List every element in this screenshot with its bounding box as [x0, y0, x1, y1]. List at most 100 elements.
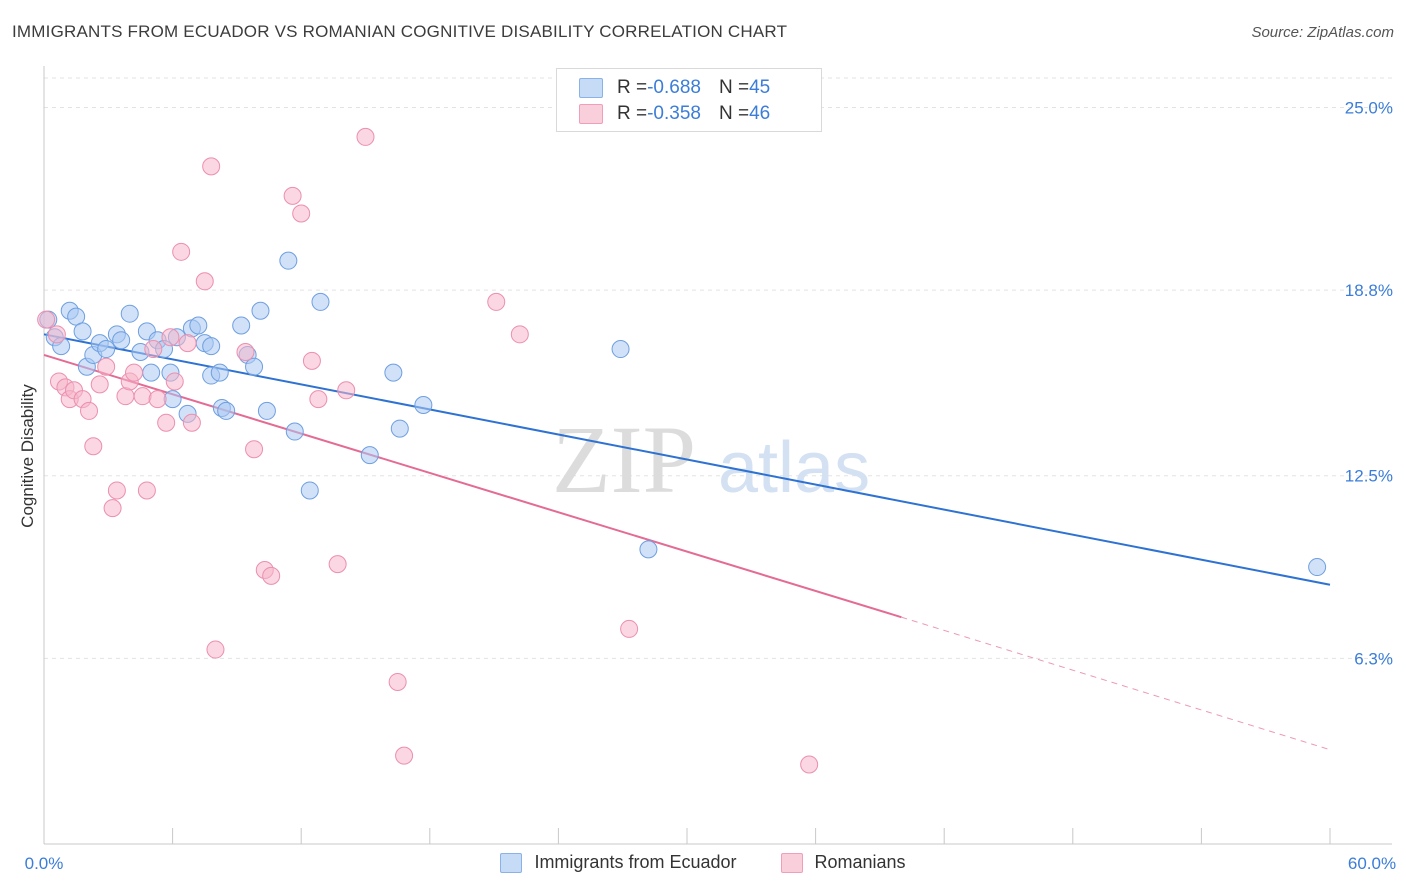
legend-row-ecuador: R = -0.688 N = 45: [579, 75, 770, 101]
romanian-point: [487, 292, 506, 311]
ecuador-point: [251, 301, 270, 320]
ecuador-point: [163, 390, 182, 409]
x-tick-label: 60.0%: [1348, 854, 1396, 873]
legend-label-ecuador: Immigrants from Ecuador: [534, 852, 737, 872]
romanian-point: [80, 401, 99, 420]
romanian-point: [144, 340, 163, 359]
romanian-point: [388, 672, 407, 691]
y-tick-label: 6.3%: [1354, 649, 1393, 668]
romanian-point: [620, 619, 639, 638]
axes: [43, 66, 1392, 845]
y-tick-label: 25.0%: [1345, 98, 1393, 117]
ecuador-point: [142, 363, 161, 382]
legend-item-romanians: Romanians: [780, 852, 906, 873]
legend-row-romanians: R = -0.358 N = 46: [579, 101, 770, 127]
romanian-point: [125, 363, 144, 382]
romanian-point: [302, 351, 321, 370]
ecuador-point: [73, 322, 92, 341]
ecuador-point: [300, 481, 319, 500]
romanian-point: [510, 325, 529, 344]
legend-swatch-ecuador: [579, 78, 603, 98]
chart-title: IMMIGRANTS FROM ECUADOR VS ROMANIAN COGN…: [12, 22, 788, 41]
romanian-point: [328, 555, 347, 574]
romanian-point: [84, 437, 103, 456]
legend-n-label: N =: [718, 103, 750, 124]
romanian-point: [395, 746, 414, 765]
ecuador-point: [210, 363, 229, 382]
ecuador-point: [202, 337, 221, 356]
ecuador-point: [390, 419, 409, 438]
legend-label-romanians: Romanians: [814, 852, 906, 872]
ecuador-point: [414, 396, 433, 415]
legend-item-ecuador: Immigrants from Ecuador: [500, 852, 737, 873]
romanian-point: [103, 499, 122, 518]
correlation-legend: R = -0.688 N = 45 R = -0.358 N = 46: [556, 68, 822, 132]
romanian-point: [165, 372, 184, 391]
ecuador-point: [279, 251, 298, 270]
ecuador-point: [120, 304, 139, 323]
watermark: ZIP atlas: [552, 406, 870, 513]
romanian-point: [337, 381, 356, 400]
romanian-point: [800, 755, 819, 774]
ecuador-point: [1308, 558, 1327, 577]
legend-n-value: 45: [749, 77, 771, 98]
watermark-atlas: atlas: [718, 428, 870, 508]
ecuador-point: [232, 316, 251, 335]
romanian-point: [245, 440, 264, 459]
y-axis-label: Cognitive Disability: [18, 384, 37, 528]
legend-r-label: R =: [617, 77, 648, 98]
romanian-point: [202, 157, 221, 176]
ecuador-point: [639, 540, 658, 559]
ecuador-point: [285, 422, 304, 441]
romanian-point: [133, 387, 152, 406]
ecuador-point: [311, 292, 330, 311]
legend-swatch-ecuador: [500, 852, 523, 873]
romanian-point: [161, 328, 180, 347]
romanian-point: [148, 390, 167, 409]
romanian-point: [37, 310, 56, 329]
romanian-point: [195, 272, 214, 291]
romanian-point: [90, 375, 109, 394]
legend-swatch-romanians: [579, 104, 603, 124]
romanian-point: [356, 127, 375, 146]
romanian-point: [206, 640, 225, 659]
legend-n-value: 46: [749, 103, 771, 124]
romanian-point: [236, 342, 255, 361]
romanian-point: [172, 242, 191, 261]
series-legend: Immigrants from Ecuador Romanians: [0, 852, 1406, 873]
y-tick-label: 12.5%: [1345, 467, 1393, 486]
ecuador-point: [360, 446, 379, 465]
ecuador-point: [257, 401, 276, 420]
legend-r-value: -0.688: [647, 77, 701, 98]
romanian-trend-line: [43, 353, 902, 619]
trend-lines: [43, 333, 1331, 751]
romanian-point: [309, 390, 328, 409]
data-points: [37, 127, 1327, 774]
legend-r-value: -0.358: [647, 103, 701, 124]
romanian-point: [137, 481, 156, 500]
ecuador-trend-line: [43, 333, 1331, 586]
romanian-trend-extension: [901, 616, 1331, 751]
ecuador-point: [245, 357, 264, 376]
ecuador-point: [97, 340, 116, 359]
romanian-point: [107, 481, 126, 500]
ecuador-point: [384, 363, 403, 382]
romanian-point: [182, 413, 201, 432]
ecuador-point: [189, 316, 208, 335]
legend-swatch-romanians: [780, 852, 803, 873]
legend-n-label: N =: [718, 77, 750, 98]
ecuador-point: [217, 401, 236, 420]
romanian-point: [47, 325, 66, 344]
romanian-point: [292, 204, 311, 223]
ecuador-point: [112, 331, 131, 350]
y-tick-label: 18.8%: [1345, 281, 1393, 300]
romanian-point: [157, 413, 176, 432]
tick-labels: 25.0% 18.8% 12.5% 6.3% 0.0% 60.0%: [25, 98, 1396, 873]
x-tick-label: 0.0%: [25, 854, 64, 873]
romanian-point: [178, 334, 197, 353]
source-label: Source: ZipAtlas.com: [1251, 24, 1394, 41]
watermark-zip: ZIP: [552, 406, 696, 513]
legend-r-label: R =: [617, 103, 648, 124]
romanian-point: [283, 186, 302, 205]
